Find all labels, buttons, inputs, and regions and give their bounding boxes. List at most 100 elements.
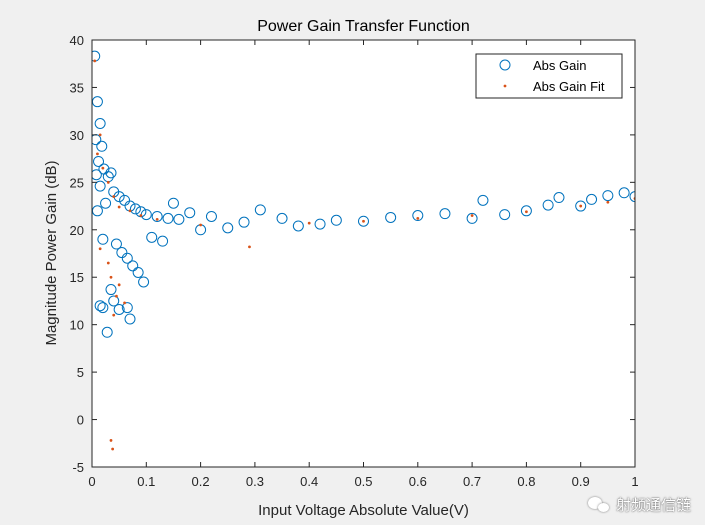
y-tick-label: 40 xyxy=(70,33,84,48)
abs-gain-point xyxy=(466,212,478,224)
abs-gain-point xyxy=(439,208,451,220)
abs-gain-point xyxy=(222,222,234,234)
abs-gain-point xyxy=(94,180,106,192)
abs-gain-point xyxy=(121,302,133,314)
abs-gain-fit-point xyxy=(416,216,420,220)
abs-gain-fit-point xyxy=(93,59,97,63)
abs-gain-point xyxy=(412,210,424,222)
x-tick-label: 0.2 xyxy=(192,474,210,489)
x-tick-label: 0.5 xyxy=(354,474,372,489)
abs-gain-point xyxy=(254,204,266,216)
abs-gain-fit-point xyxy=(470,214,474,217)
abs-gain-point xyxy=(477,194,489,206)
abs-gain-point xyxy=(292,220,304,232)
abs-gain-point xyxy=(113,303,125,315)
legend-marker-abs-gain-fit xyxy=(503,84,507,88)
abs-gain-fit-point xyxy=(106,261,110,265)
abs-gain-point xyxy=(96,140,108,152)
abs-gain-point xyxy=(101,326,113,338)
abs-gain-point xyxy=(173,213,185,225)
abs-gain-point xyxy=(100,197,112,209)
legend-marker-abs-gain xyxy=(499,59,511,71)
y-axis-label: Magnitude Power Gain (dB) xyxy=(43,160,60,345)
abs-gain-fit-point xyxy=(98,133,102,137)
x-tick-label: 0 xyxy=(88,474,95,489)
abs-gain-point xyxy=(499,209,511,221)
abs-gain-fit-point xyxy=(362,219,365,223)
abs-gain-fit-point xyxy=(111,447,115,451)
x-tick-label: 0.9 xyxy=(572,474,590,489)
abs-gain-fit-point xyxy=(117,205,121,209)
abs-gain-point xyxy=(146,231,158,243)
abs-gain-point xyxy=(129,203,141,215)
y-tick-label: 30 xyxy=(70,128,84,143)
abs-gain-fit-point xyxy=(199,223,203,227)
y-tick-label: 5 xyxy=(77,365,84,380)
abs-gain-point xyxy=(97,233,109,245)
abs-gain-fit-point xyxy=(96,152,99,156)
plot-area xyxy=(92,40,635,467)
abs-gain-point xyxy=(108,295,120,307)
abs-gain-fit-point xyxy=(606,200,610,204)
abs-gain-point xyxy=(105,284,117,296)
abs-gain-fit-point xyxy=(155,217,159,221)
y-tick-label: 15 xyxy=(70,270,84,285)
abs-gain-fit-point xyxy=(123,301,126,305)
abs-gain-point xyxy=(167,197,179,209)
abs-gain-fit-point xyxy=(109,439,113,442)
x-axis-label: Input Voltage Absolute Value(V) xyxy=(258,502,469,519)
abs-gain-point xyxy=(553,192,565,204)
abs-gain-point xyxy=(330,214,342,226)
abs-gain-fit-point xyxy=(109,275,113,279)
abs-gain-point xyxy=(105,167,117,179)
abs-gain-fit-point xyxy=(98,247,102,251)
x-tick-label: 0.6 xyxy=(409,474,427,489)
abs-gain-point xyxy=(520,205,532,217)
axis-ticks: 0 0.1 0.2 0.3 0.4 0.5 0.6 0.7 0.8 0.9 1 -5 0 5 10 15 20 2… xyxy=(70,33,639,489)
scatter-marks xyxy=(92,50,635,451)
wechat-icon xyxy=(587,496,610,514)
abs-gain-point xyxy=(575,200,587,212)
abs-gain-point xyxy=(184,207,196,219)
y-tick-label: 10 xyxy=(70,318,84,333)
abs-gain-point xyxy=(385,211,397,223)
y-tick-label: 20 xyxy=(70,223,84,238)
abs-gain-point xyxy=(542,199,554,211)
abs-gain-point xyxy=(314,218,326,230)
abs-gain-point xyxy=(121,252,133,264)
legend-entry-abs-gain: Abs Gain xyxy=(533,58,586,73)
abs-gain-point xyxy=(151,210,163,222)
abs-gain-point xyxy=(97,302,109,314)
x-tick-label: 0.1 xyxy=(137,474,155,489)
abs-gain-point xyxy=(238,216,250,228)
x-tick-label: 0.3 xyxy=(246,474,264,489)
abs-gain-point xyxy=(358,215,369,227)
abs-gain-point xyxy=(618,187,630,199)
abs-gain-point xyxy=(132,266,144,278)
abs-gain-point xyxy=(110,238,122,250)
abs-gain-point xyxy=(586,193,598,205)
watermark-text: 射频通信链 xyxy=(615,497,691,514)
abs-gain-fit-point xyxy=(579,204,583,208)
y-tick-label: 25 xyxy=(70,175,84,190)
chart-title: Power Gain Transfer Function xyxy=(257,18,470,35)
abs-gain-point xyxy=(93,155,105,167)
abs-gain-fit-point xyxy=(112,313,116,317)
abs-gain-fit-point xyxy=(128,209,132,213)
abs-gain-point xyxy=(94,118,106,130)
abs-gain-fit-point xyxy=(525,210,528,214)
abs-gain-fit-point xyxy=(117,283,121,287)
abs-gain-fit-point xyxy=(106,180,110,184)
x-tick-label: 1 xyxy=(631,474,638,489)
x-tick-label: 0.7 xyxy=(463,474,481,489)
abs-gain-point xyxy=(124,313,136,325)
abs-gain-fit-point xyxy=(139,214,143,217)
abs-gain-point xyxy=(92,169,102,181)
legend: Abs Gain Abs Gain Fit xyxy=(475,53,623,99)
legend-entry-abs-gain-fit: Abs Gain Fit xyxy=(533,79,605,94)
y-tick-label: 35 xyxy=(70,80,84,95)
y-tick-label: -5 xyxy=(72,460,84,475)
abs-gain-point xyxy=(276,212,288,224)
x-tick-label: 0.4 xyxy=(300,474,318,489)
